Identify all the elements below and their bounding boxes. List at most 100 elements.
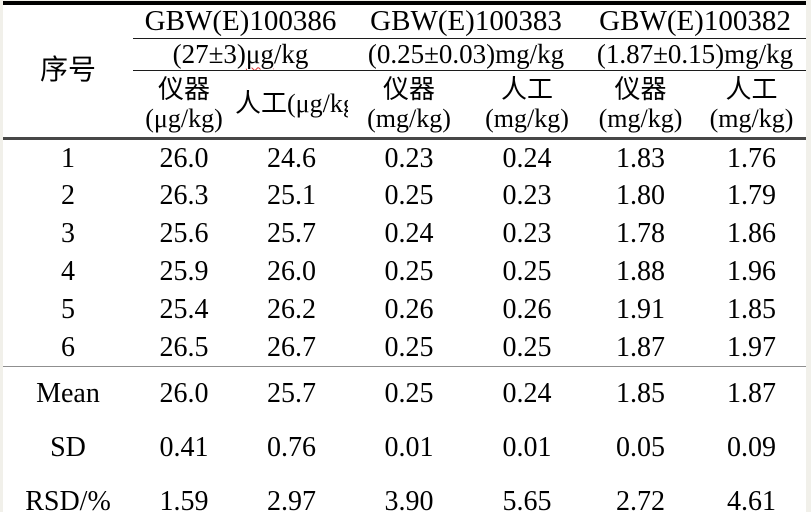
cell-value: 0.09 <box>727 431 776 463</box>
row-label: 2 <box>61 179 75 211</box>
certified-value-prefix: (27±3) <box>172 39 246 70</box>
header-row-certified-values: (27±3)μg/kg (0.25±0.03)mg/kg (1.87±0.15)… <box>3 38 806 72</box>
cell-value: 1.78 <box>616 217 665 249</box>
subheader-manual-mgkg-2: 人工 (mg/kg) <box>697 70 806 141</box>
cell-value: 1.76 <box>727 142 776 174</box>
subheader-line1: 仪器 <box>382 74 435 104</box>
cell-value: 1.87 <box>584 328 697 368</box>
group-header-gbw100382: GBW(E)100382 <box>584 3 806 40</box>
subheader-line2: (μg/kg) <box>145 104 223 134</box>
cell-value: 0.76 <box>267 431 316 463</box>
table-row: 1 26.0 24.6 0.23 0.24 1.83 1.76 <box>3 139 806 177</box>
certified-value-gbw100386: (27±3)μg/kg <box>133 38 348 72</box>
corner-header-serial-number: 序号 <box>3 3 133 141</box>
subheader-manual-ugkg: 人工(μg/kg) <box>235 70 348 141</box>
cell-value: 4.61 <box>727 485 776 512</box>
subheader-instrument-ugkg: 仪器 (μg/kg) <box>133 70 235 141</box>
cell-value: 0.25 <box>348 328 470 368</box>
cell-value: 0.05 <box>616 431 665 463</box>
row-label: 5 <box>61 293 75 325</box>
cell-value: 1.85 <box>616 378 665 410</box>
cell-value: 26.2 <box>267 293 316 325</box>
subheader-instrument-mgkg-2: 仪器 (mg/kg) <box>584 70 697 141</box>
cell-value: 24.6 <box>267 142 316 174</box>
stat-row-rsd: RSD/% 1.59 2.97 3.90 5.65 2.72 4.61 <box>3 475 806 512</box>
stat-row-sd: SD 0.41 0.76 0.01 0.01 0.05 0.09 <box>3 421 806 475</box>
cell-value: 0.24 <box>502 142 552 174</box>
subheader-manual-mgkg-1: 人工 (mg/kg) <box>470 70 584 141</box>
certified-value-suffix: /kg <box>273 39 309 70</box>
group-header-gbw100383: GBW(E)100383 <box>348 3 584 40</box>
subheader-line2: (mg/kg) <box>367 104 451 134</box>
table-row: 3 25.6 25.7 0.24 0.23 1.78 1.86 <box>3 215 806 253</box>
subheader-line2: (mg/kg) <box>485 104 569 134</box>
cell-value: 0.01 <box>502 431 552 463</box>
row-label: 6 <box>3 328 133 368</box>
cell-value: 26.0 <box>159 378 209 410</box>
cell-value: 26.0 <box>159 142 209 174</box>
table-row: 2 26.3 25.1 0.25 0.23 1.80 1.79 <box>3 177 806 215</box>
cell-value: 0.23 <box>384 142 434 174</box>
table-row: 5 25.4 26.2 0.26 0.26 1.91 1.85 <box>3 291 806 329</box>
table-row: 6 26.5 26.7 0.25 0.25 1.87 1.97 <box>3 328 806 368</box>
cell-value: 0.23 <box>502 179 552 211</box>
certified-value-gbw100382: (1.87±0.15)mg/kg <box>584 38 806 72</box>
cell-value: 1.91 <box>616 293 665 325</box>
cell-value: 1.59 <box>159 485 209 512</box>
cell-value: 0.24 <box>384 217 434 249</box>
stat-label: Mean <box>36 378 100 410</box>
subheader-line2: (mg/kg) <box>709 104 794 134</box>
cell-value: 0.26 <box>502 293 552 325</box>
stat-label: RSD/% <box>25 485 111 512</box>
cell-value: 1.79 <box>727 179 776 211</box>
cell-value: 26.3 <box>159 179 209 211</box>
cell-value: 0.23 <box>502 217 552 249</box>
subheader-line1: 仪器 <box>614 74 667 104</box>
row-label: 4 <box>61 255 75 287</box>
cell-value: 1.83 <box>616 142 665 174</box>
subheader-instrument-mgkg-1: 仪器 (mg/kg) <box>348 70 470 141</box>
reference-material-results-table: 序号 GBW(E)100386 GBW(E)100383 GBW(E)10038… <box>3 1 806 512</box>
table-row: 4 25.9 26.0 0.25 0.25 1.88 1.96 <box>3 253 806 291</box>
subheader-line2: (mg/kg) <box>598 104 683 134</box>
subheader-line1: 仪器 <box>157 74 210 104</box>
cell-value: 2.72 <box>616 485 665 512</box>
cell-value: 1.86 <box>727 217 776 249</box>
cell-value: 1.97 <box>697 328 806 368</box>
cell-value: 25.7 <box>267 217 316 249</box>
cell-value: 0.26 <box>384 293 434 325</box>
stat-row-mean: Mean 26.0 25.7 0.25 0.24 1.85 1.87 <box>3 367 806 421</box>
row-label: 1 <box>61 142 75 174</box>
row-label: 3 <box>61 217 75 249</box>
group-header-gbw100386: GBW(E)100386 <box>133 3 348 40</box>
cell-value: 0.41 <box>159 431 209 463</box>
spellcheck-wavy-underline-text: μg <box>245 39 274 70</box>
cell-value: 25.4 <box>159 293 209 325</box>
cell-value: 5.65 <box>502 485 552 512</box>
cell-value: 0.24 <box>502 378 552 410</box>
cell-value: 1.85 <box>727 293 776 325</box>
cell-value: 25.6 <box>159 217 209 249</box>
stat-label: SD <box>50 431 86 463</box>
subheader-line1: 人工(μg/kg) <box>235 89 348 119</box>
cell-value: 2.97 <box>267 485 316 512</box>
cell-value: 0.25 <box>470 328 584 368</box>
table-body: 1 26.0 24.6 0.23 0.24 1.83 1.76 2 26.3 2… <box>3 139 806 512</box>
cell-value: 0.01 <box>384 431 434 463</box>
header-row-group-names: 序号 GBW(E)100386 GBW(E)100383 GBW(E)10038… <box>3 3 806 141</box>
cell-value: 1.80 <box>616 179 665 211</box>
cell-value: 25.7 <box>267 378 316 410</box>
cell-value: 1.96 <box>727 255 776 287</box>
cell-value: 25.1 <box>267 179 316 211</box>
cell-value: 0.25 <box>384 179 434 211</box>
results-table-wrap: 序号 GBW(E)100386 GBW(E)100383 GBW(E)10038… <box>3 1 806 512</box>
header-row-method-units: 仪器(μg/kg) 人工(μg/kg) 仪器(mg/kg) 人工(mg/kg) … <box>3 70 806 141</box>
cell-value: 0.25 <box>384 255 434 287</box>
certified-value-gbw100383: (0.25±0.03)mg/kg <box>348 38 584 72</box>
subheader-line1: 人工 <box>725 74 778 104</box>
table-header: 序号 GBW(E)100386 GBW(E)100383 GBW(E)10038… <box>3 3 806 141</box>
cell-value: 0.25 <box>502 255 552 287</box>
subheader-line1: 人工 <box>500 74 553 104</box>
cell-value: 26.5 <box>133 328 235 368</box>
